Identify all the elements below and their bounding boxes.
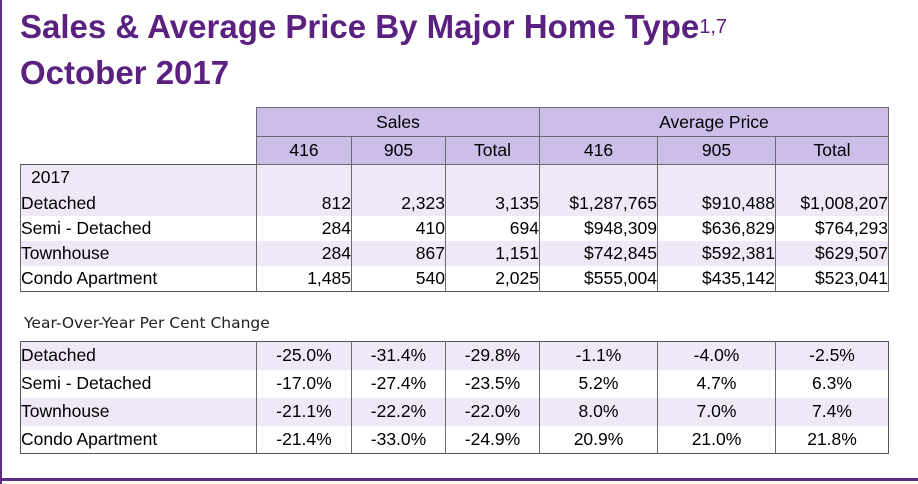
year-label: 2017 — [20, 164, 257, 191]
cell: -21.1% — [256, 397, 352, 426]
cell: $629,507 — [775, 240, 889, 266]
col-price-905: 905 — [657, 136, 776, 165]
col-price-total: Total — [775, 136, 889, 165]
col-sales-905: 905 — [351, 136, 446, 165]
row-label: Townhouse — [20, 240, 257, 266]
table-row: Townhouse 284 867 1,151 $742,845 $592,38… — [20, 240, 889, 266]
cell: 8.0% — [539, 397, 658, 426]
table-row: Townhouse -21.1% -22.2% -22.0% 8.0% 7.0%… — [20, 397, 889, 426]
title-line-2: October 2017 — [20, 54, 230, 91]
cell: 2,025 — [445, 265, 540, 292]
cell: -22.0% — [445, 397, 540, 426]
year-row: 2017 — [20, 164, 889, 191]
cell: $523,041 — [775, 265, 889, 292]
cell: $910,488 — [657, 190, 776, 216]
yoy-change-table: Detached -25.0% -31.4% -29.8% -1.1% -4.0… — [20, 341, 889, 454]
row-label: Detached — [20, 341, 257, 370]
cell: 867 — [351, 240, 446, 266]
cell: 410 — [351, 215, 446, 241]
row-label: Condo Apartment — [20, 265, 257, 292]
row-label: Detached — [20, 190, 257, 216]
cell: -25.0% — [256, 341, 352, 370]
col-price-416: 416 — [539, 136, 658, 165]
page-title: Sales & Average Price By Major Home Type… — [20, 4, 727, 96]
cell: $764,293 — [775, 215, 889, 241]
title-footnote: 1,7 — [699, 16, 728, 38]
cell: -33.0% — [351, 425, 446, 454]
cell: 5.2% — [539, 369, 658, 398]
cell: -27.4% — [351, 369, 446, 398]
cell: $592,381 — [657, 240, 776, 266]
col-sales-416: 416 — [256, 136, 352, 165]
cell: -4.0% — [657, 341, 776, 370]
avg-price-group-header: Average Price — [539, 107, 889, 137]
cell: 1,151 — [445, 240, 540, 266]
cell: -23.5% — [445, 369, 540, 398]
table-row: Condo Apartment -21.4% -33.0% -24.9% 20.… — [20, 425, 889, 454]
column-header-row: 416 905 Total 416 905 Total — [20, 136, 889, 165]
cell: $555,004 — [539, 265, 658, 292]
cell: -2.5% — [775, 341, 889, 370]
cell: 1,485 — [256, 265, 352, 292]
cell: 21.8% — [775, 425, 889, 454]
sales-price-table: Sales Average Price 416 905 Total 416 90… — [20, 107, 889, 292]
cell: -21.4% — [256, 425, 352, 454]
row-label: Townhouse — [20, 397, 257, 426]
cell: 694 — [445, 215, 540, 241]
table-row: Detached -25.0% -31.4% -29.8% -1.1% -4.0… — [20, 341, 889, 370]
col-sales-total: Total — [445, 136, 540, 165]
cell: 21.0% — [657, 425, 776, 454]
group-header-row: Sales Average Price — [20, 107, 889, 137]
cell: $742,845 — [539, 240, 658, 266]
cell: -17.0% — [256, 369, 352, 398]
cell: 284 — [256, 240, 352, 266]
frame-bottom-border — [0, 478, 918, 481]
yoy-subtitle: Year-Over-Year Per Cent Change — [24, 314, 270, 332]
cell: $435,142 — [657, 265, 776, 292]
cell: 3,135 — [445, 190, 540, 216]
sales-group-header: Sales — [256, 107, 540, 137]
cell: 7.4% — [775, 397, 889, 426]
cell: 7.0% — [657, 397, 776, 426]
row-label: Condo Apartment — [20, 425, 257, 454]
cell: 6.3% — [775, 369, 889, 398]
cell: 540 — [351, 265, 446, 292]
cell: 812 — [256, 190, 352, 216]
row-label: Semi - Detached — [20, 369, 257, 398]
cell: -22.2% — [351, 397, 446, 426]
cell: 284 — [256, 215, 352, 241]
cell: 4.7% — [657, 369, 776, 398]
row-label: Semi - Detached — [20, 215, 257, 241]
cell: $948,309 — [539, 215, 658, 241]
cell: $636,829 — [657, 215, 776, 241]
table-row: Semi - Detached 284 410 694 $948,309 $63… — [20, 215, 889, 241]
cell: -1.1% — [539, 341, 658, 370]
cell: -29.8% — [445, 341, 540, 370]
title-line-1: Sales & Average Price By Major Home Type — [20, 8, 700, 45]
table-row: Condo Apartment 1,485 540 2,025 $555,004… — [20, 265, 889, 292]
frame-left-border — [0, 0, 2, 484]
cell: 20.9% — [539, 425, 658, 454]
cell: -24.9% — [445, 425, 540, 454]
table-row: Semi - Detached -17.0% -27.4% -23.5% 5.2… — [20, 369, 889, 398]
cell: $1,008,207 — [775, 190, 889, 216]
cell: 2,323 — [351, 190, 446, 216]
cell: -31.4% — [351, 341, 446, 370]
cell: $1,287,765 — [539, 190, 658, 216]
table-row: Detached 812 2,323 3,135 $1,287,765 $910… — [20, 190, 889, 216]
